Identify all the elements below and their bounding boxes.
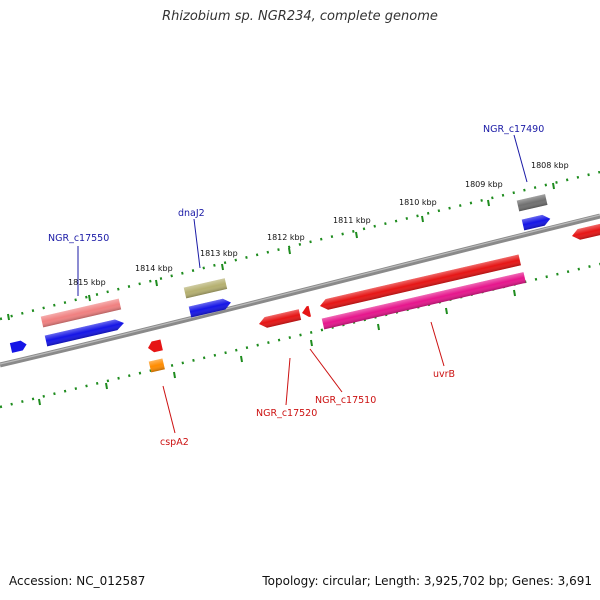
forward-strand-features [9,194,551,353]
gene-label-ngr-c17510[interactable]: NGR_c17510 [315,395,376,406]
genome-backbone [0,213,600,368]
gene-label-ngr-c17550[interactable]: NGR_c17550 [48,233,109,244]
feature-ngr-c17510 [302,305,312,318]
tick-label: 1809 kbp [465,180,503,189]
feature-left-edge [9,340,27,353]
forward-scale-track [0,170,600,321]
genome-title: Rhizobium sp. NGR234, complete genome [162,9,438,24]
forward-major-ticks [7,182,555,321]
scale-tick-labels: 1808 kbp 1809 kbp 1810 kbp 1811 kbp 1812… [68,161,569,287]
tick-label: 1814 kbp [135,264,173,273]
tick-label: 1813 kbp [200,249,238,258]
tick-label: 1811 kbp [333,216,371,225]
accession-text: Accession: NC_012587 [9,574,146,588]
gene-label-uvrb[interactable]: uvrB [433,369,455,380]
forward-label-leaders [77,134,528,296]
reverse-label-leaders [162,321,445,434]
gene-labels: NGR_c17550 dnaJ2 NGR_c17490 cspA2 NGR_c1… [48,124,544,448]
reverse-major-ticks [38,289,516,406]
gene-label-dnaj2[interactable]: dnaJ2 [178,208,205,219]
tick-label: 1815 kbp [68,278,106,287]
gene-label-ngr-c17520[interactable]: NGR_c17520 [256,408,317,419]
reverse-scale-track [0,262,600,409]
feature-cspa2 [148,339,163,353]
reverse-strand-features [148,221,600,373]
tick-label: 1810 kbp [399,198,437,207]
genome-summary-text: Topology: circular; Length: 3,925,702 bp… [262,574,592,588]
gene-label-cspa2[interactable]: cspA2 [160,437,189,448]
tick-label: 1812 kbp [267,233,305,242]
tick-label: 1808 kbp [531,161,569,170]
genome-backbone-highlight [0,214,600,365]
gene-label-ngr-c17490[interactable]: NGR_c17490 [483,124,544,135]
